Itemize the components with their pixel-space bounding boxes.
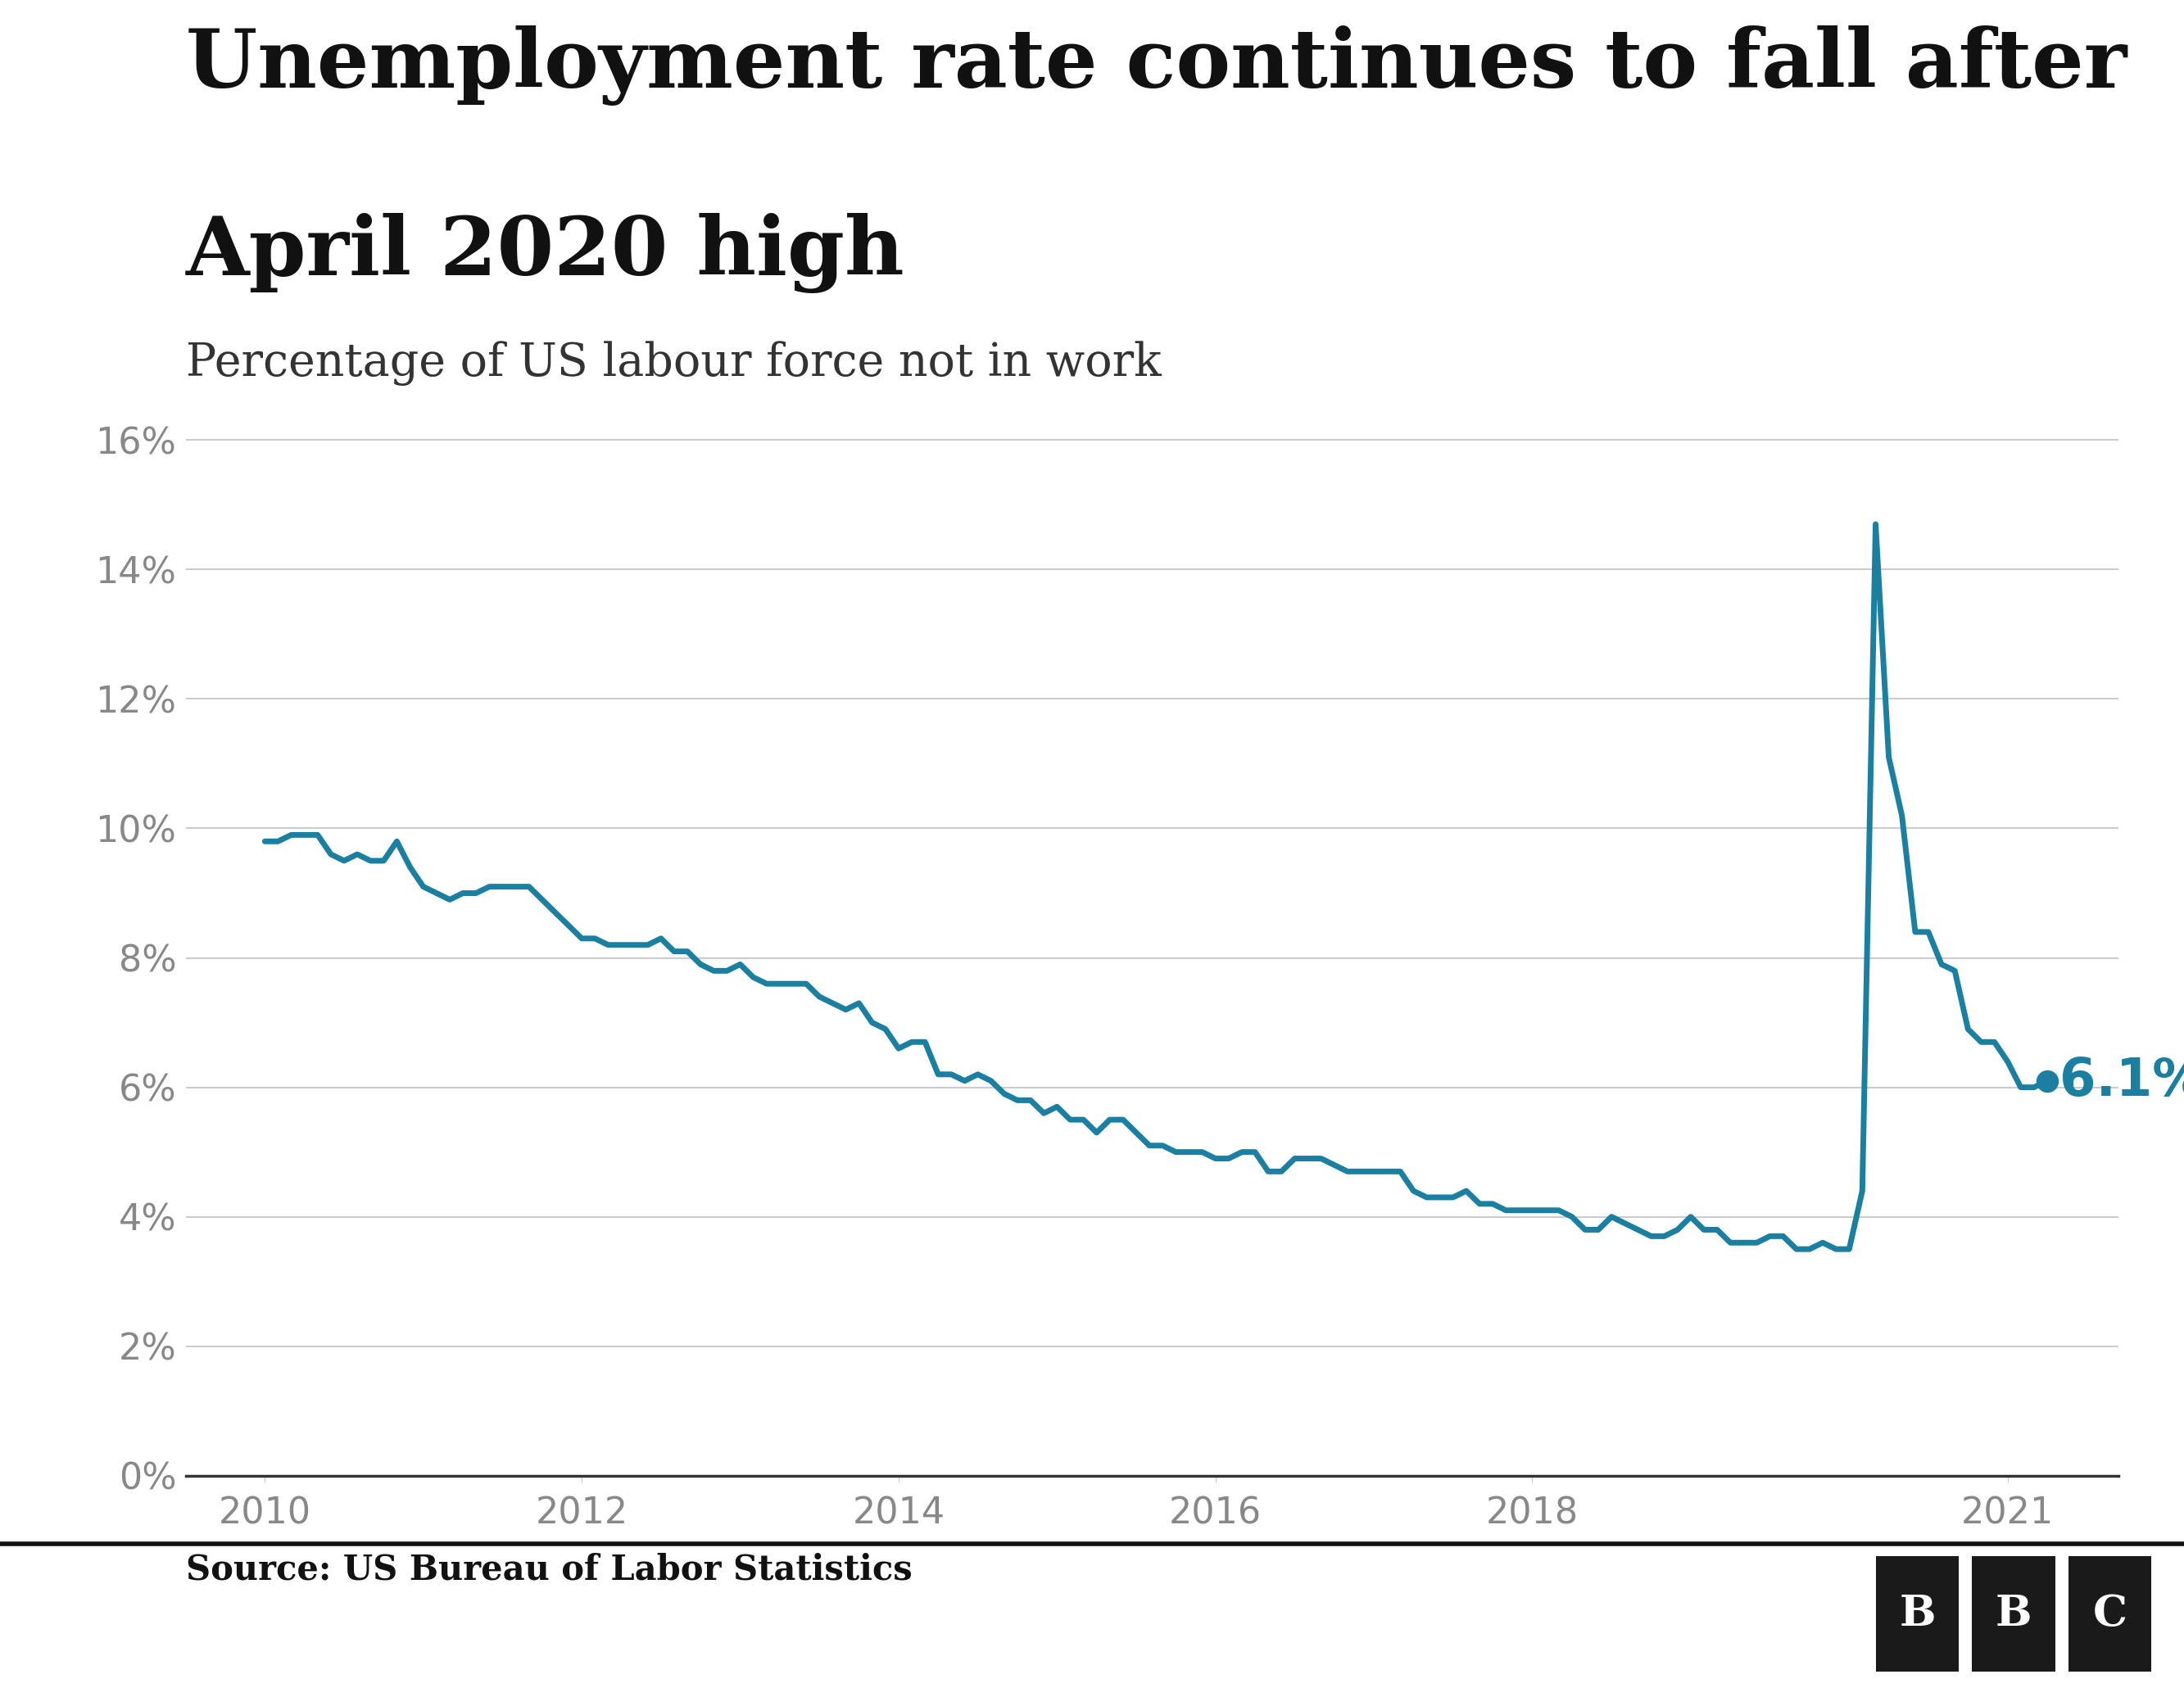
Text: Source: US Bureau of Labor Statistics: Source: US Bureau of Labor Statistics: [186, 1552, 913, 1587]
Text: Unemployment rate continues to fall after: Unemployment rate continues to fall afte…: [186, 26, 2127, 106]
Text: Percentage of US labour force not in work: Percentage of US labour force not in wor…: [186, 341, 1162, 386]
Text: April 2020 high: April 2020 high: [186, 213, 904, 293]
Text: C: C: [2092, 1593, 2127, 1634]
Text: B: B: [1996, 1593, 2031, 1634]
Text: 6.1%: 6.1%: [2060, 1056, 2184, 1105]
Point: [2029, 1068, 2064, 1095]
Text: B: B: [1900, 1593, 1935, 1634]
